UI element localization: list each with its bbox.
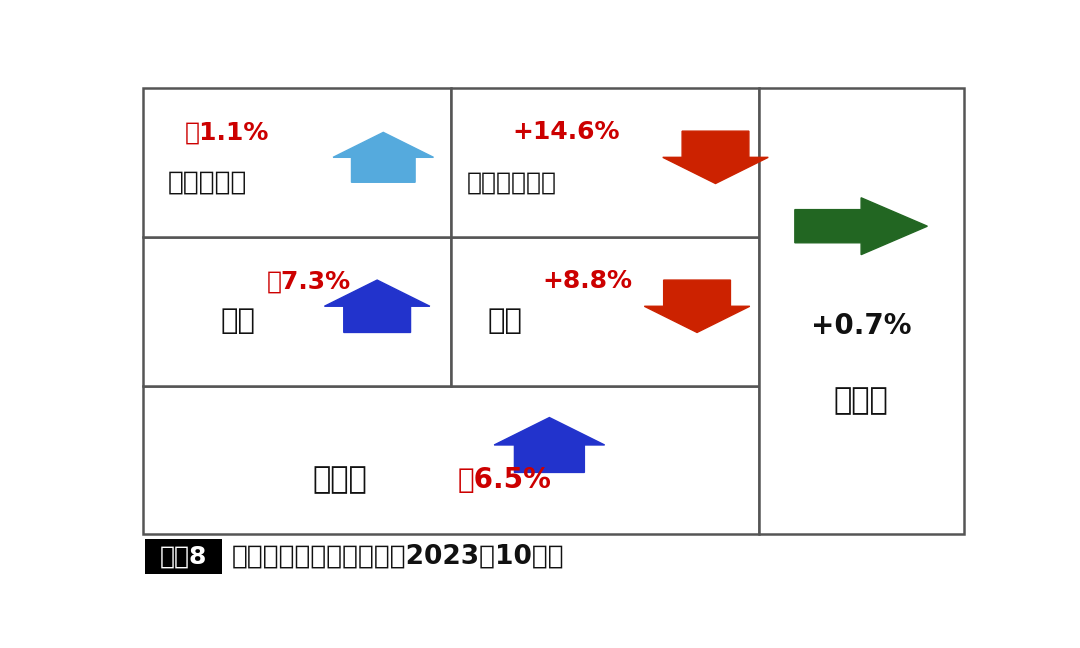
Polygon shape [663, 131, 768, 183]
Text: +14.6%: +14.6% [512, 121, 620, 145]
Text: 図表8: 図表8 [160, 545, 207, 569]
Text: 千葉県: 千葉県 [834, 386, 889, 415]
Text: －1.1%: －1.1% [185, 121, 269, 145]
Text: －7.3%: －7.3% [267, 270, 350, 294]
Polygon shape [333, 132, 433, 182]
Text: +8.8%: +8.8% [542, 270, 632, 294]
FancyBboxPatch shape [145, 539, 222, 574]
FancyBboxPatch shape [451, 87, 758, 237]
Text: 区部: 区部 [488, 307, 523, 335]
Text: 成約価格の前年同月比（2023年10月）: 成約価格の前年同月比（2023年10月） [232, 544, 565, 570]
FancyBboxPatch shape [451, 237, 758, 386]
Text: 神奈川県他: 神奈川県他 [168, 169, 247, 195]
Text: －6.5%: －6.5% [458, 466, 551, 494]
FancyBboxPatch shape [758, 87, 963, 535]
FancyBboxPatch shape [144, 237, 451, 386]
FancyBboxPatch shape [144, 386, 758, 535]
Polygon shape [495, 417, 605, 472]
Polygon shape [645, 280, 750, 332]
Polygon shape [795, 198, 928, 255]
FancyBboxPatch shape [144, 87, 451, 237]
Text: +0.7%: +0.7% [811, 312, 912, 340]
Text: 多摩: 多摩 [220, 307, 255, 335]
Text: 横浜・川崎市: 横浜・川崎市 [467, 170, 556, 194]
Polygon shape [324, 280, 430, 332]
Text: 埼玉県: 埼玉県 [313, 465, 367, 494]
